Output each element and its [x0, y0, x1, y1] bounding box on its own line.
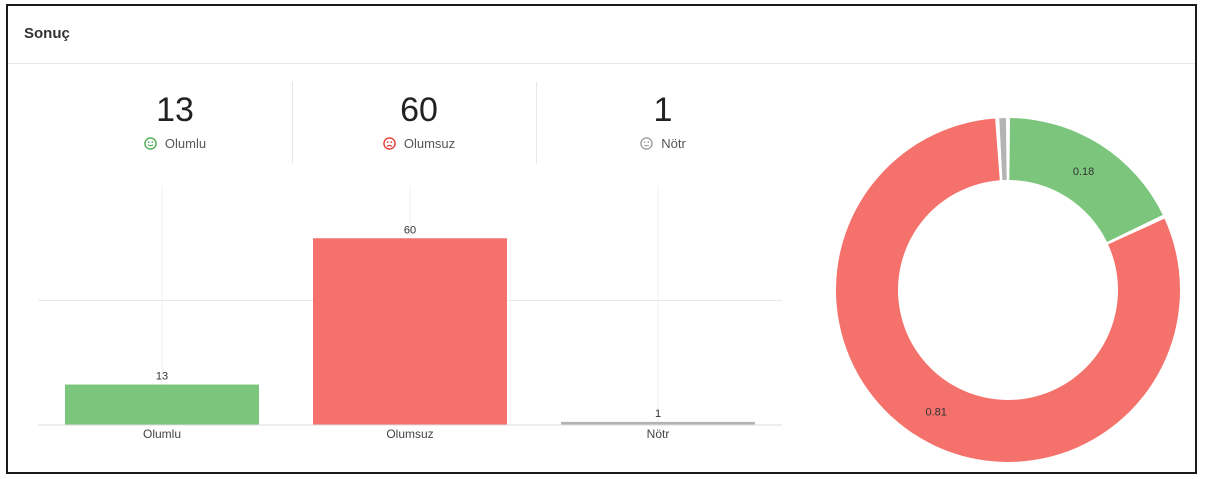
donut-value-label: 0.81: [926, 406, 947, 418]
stat-negative: 60 Olumsuz: [297, 80, 541, 164]
stat-positive-label-row: Olumlu: [53, 136, 297, 151]
stat-negative-label-row: Olumsuz: [297, 136, 541, 151]
smile-icon: [144, 137, 157, 150]
panel-header: Sonuç: [8, 6, 1195, 64]
donut-value-label: 0.18: [1073, 166, 1094, 178]
stat-positive-value: 13: [156, 91, 194, 129]
donut-chart: 0.18 0.81: [836, 118, 1180, 463]
bar-value-label: 1: [655, 408, 661, 420]
stat-neutral-label-row: Nötr: [541, 136, 785, 151]
frown-icon: [383, 137, 396, 150]
stat-positive: 13 Olumlu: [53, 80, 297, 164]
bar-chart: 13 Olumlu 60 Olumsuz 1 Nötr: [38, 186, 782, 441]
bar-nötr[interactable]: [561, 421, 755, 425]
bar-olumlu[interactable]: [65, 384, 259, 425]
stat-neutral-value: 1: [653, 91, 673, 129]
donut-slice-olumlu[interactable]: [1009, 118, 1163, 242]
x-tick-label: Nötr: [647, 427, 670, 441]
stat-negative-value: 60: [400, 91, 438, 129]
result-panel: Sonuç 13 Olumlu 60 Olumsuz 1: [6, 4, 1197, 474]
x-tick-label: Olumlu: [143, 427, 181, 441]
x-tick-label: Olumsuz: [386, 427, 433, 441]
stat-neutral-label: Nötr: [661, 136, 686, 151]
donut-slice-nötr[interactable]: [999, 118, 1007, 181]
stat-positive-label: Olumlu: [164, 136, 207, 151]
donut-slice-olumsuz[interactable]: [836, 118, 1180, 463]
bar-value-label: 13: [156, 371, 168, 383]
panel-title: Sonuç: [24, 25, 70, 42]
stat-divider: [536, 82, 537, 164]
neutral-face-icon: [640, 137, 653, 150]
stat-divider: [292, 82, 293, 164]
bar-value-label: 60: [404, 224, 416, 236]
stat-negative-label: Olumsuz: [403, 136, 456, 151]
bar-olumsuz[interactable]: [313, 238, 507, 425]
stat-neutral: 1 Nötr: [541, 80, 785, 164]
